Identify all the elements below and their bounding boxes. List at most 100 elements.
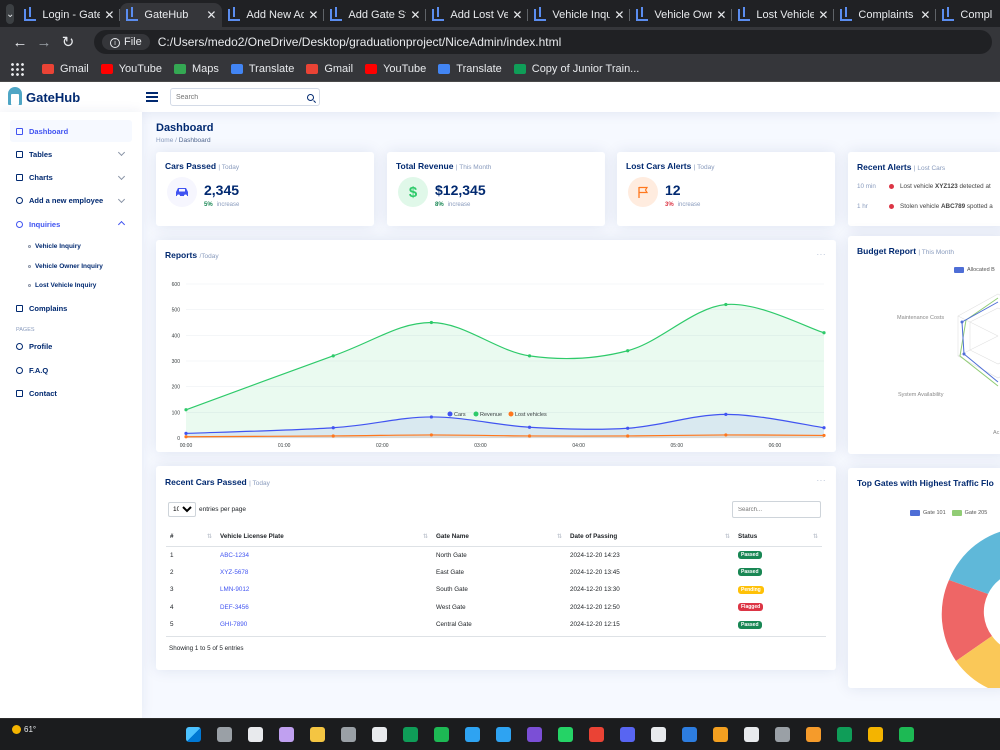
taskbar-app-icon[interactable] [837,727,852,742]
gatehub-favicon-icon [942,7,955,21]
bookmark-item[interactable]: Gmail [42,63,89,75]
browser-tab[interactable]: Add New Admin✕ [222,3,325,27]
sidebar-subitem-lost-vehicle-inquiry[interactable]: Lost Vehicle Inquiry [10,276,132,296]
chevron-down-icon [117,172,126,180]
sun-icon [12,725,21,735]
column-header[interactable]: Date of Passing ⇅ [566,528,734,547]
taskbar-app-icon[interactable] [806,727,821,742]
taskbar-app-icon[interactable] [527,727,542,742]
more-options-icon[interactable]: ··· [816,250,826,259]
bookmark-item[interactable]: Maps [173,63,219,75]
sidebar-item-contact[interactable]: Contact [10,382,132,404]
taskbar-app-icon[interactable] [403,727,418,742]
taskbar-app-icon[interactable] [620,727,635,742]
taskbar-app-icon[interactable] [434,727,449,742]
column-header[interactable]: Status ⇅ [734,528,822,547]
sort-icon: ⇅ [422,534,428,541]
search-icon[interactable] [307,93,314,101]
close-icon[interactable]: ✕ [512,8,523,22]
taskbar-app-icon[interactable] [589,727,604,742]
taskbar-app-icon[interactable] [496,727,511,742]
reload-icon[interactable]: ↻ [61,34,75,51]
plate-link[interactable]: LMN-9012 [220,586,250,594]
close-icon[interactable]: ✕ [920,8,931,22]
browser-tab[interactable]: Lost Vehicle Inquiry✕ [732,3,835,27]
taskbar-app-icon[interactable] [341,727,356,742]
back-icon[interactable]: ← [12,33,28,51]
browser-tab[interactable]: Login - GateHub✕ [18,3,121,27]
plate-link[interactable]: DEF-3456 [220,603,249,611]
taskbar-app-icon[interactable] [682,727,697,742]
header-search[interactable] [170,88,320,106]
bookmark-item[interactable]: Gmail [306,63,353,75]
taskbar-app-icon[interactable] [248,727,263,742]
sidebar-subitem-vehicle-inquiry[interactable]: Vehicle Inquiry [10,236,132,256]
forward-icon[interactable]: → [36,33,52,51]
close-icon[interactable]: ✕ [716,8,727,22]
address-bar[interactable]: i File C:/Users/medo2/OneDrive/Desktop/gr… [94,30,992,54]
bookmark-item[interactable]: YouTube [365,63,426,75]
taskbar-app-icon[interactable] [868,727,883,742]
sidebar-item-profile[interactable]: Profile [10,336,132,358]
close-icon[interactable]: ✕ [818,8,829,22]
browser-tab[interactable]: Add Lost Vehicle✕ [426,3,529,27]
taskbar-app-icon[interactable] [558,727,573,742]
apps-grid-icon[interactable] [10,62,24,76]
flag-icon [16,305,23,313]
search-input[interactable] [176,93,296,101]
taskbar-app-icon[interactable] [713,727,728,742]
taskbar-app-icon[interactable] [744,727,759,742]
close-icon[interactable]: ✕ [410,8,421,22]
entries-select[interactable]: 10 [168,502,196,517]
table-search-input[interactable] [732,501,821,518]
tab-search-button[interactable]: ⌄ [6,4,15,24]
taskbar-app-icon[interactable] [775,727,790,742]
close-icon[interactable]: ✕ [308,8,319,22]
taskbar-app-icon[interactable] [465,727,480,742]
sidebar-item-dashboard[interactable]: Dashboard [10,120,132,142]
site-info-chip[interactable]: i File [102,34,150,50]
sidebar-item-tables[interactable]: Tables [10,143,132,165]
sidebar-item-charts[interactable]: Charts [10,167,132,189]
breadcrumb: Home / Dashboard [156,137,211,144]
close-icon[interactable]: ✕ [104,8,115,22]
taskbar-app-icon[interactable] [651,727,666,742]
logo[interactable]: GateHub [8,87,146,107]
browser-tab[interactable]: Vehicle Inquiry✕ [528,3,631,27]
browser-tab[interactable]: Vehicle Owner✕ [630,3,733,27]
column-header[interactable]: Vehicle License Plate ⇅ [216,528,432,547]
browser-tab[interactable]: Complaints ✕ [834,3,937,27]
taskbar-app-icon[interactable] [217,727,232,742]
weather-widget[interactable]: 61° [12,725,36,735]
plate-link[interactable]: XYZ-5678 [220,568,249,576]
bookmark-item[interactable]: YouTube [100,63,162,75]
legend-marker [447,411,453,417]
sidebar-item-add-employee[interactable]: Add a new employee [10,190,132,212]
taskbar-app-icon[interactable] [372,727,387,742]
taskbar-app-icon[interactable] [310,727,325,742]
bookmark-item[interactable]: Translate [438,63,502,75]
close-icon[interactable]: ✕ [206,8,217,22]
windows-start-icon[interactable] [186,727,201,742]
plate-link[interactable]: ABC-1234 [220,551,250,559]
sidebar-item-faq[interactable]: F.A.Q [10,359,132,381]
browser-tab[interactable]: Add Gate Staff✕ [324,3,427,27]
column-header[interactable]: Gate Name ⇅ [432,528,566,547]
breadcrumb-home[interactable]: Home [156,137,174,144]
browser-tab[interactable]: GateHub ✕ [120,3,223,27]
top-gates-card: Top Gates with Highest Traffic Flo Gate … [848,468,1000,688]
column-header[interactable]: # ⇅ [166,528,216,547]
sidebar-subitem-vehicle-owner-inquiry[interactable]: Vehicle Owner Inquiry [10,256,132,276]
gatehub-favicon-icon [126,7,139,21]
bookmark-item[interactable]: Copy of Junior Train... [513,63,639,75]
taskbar-app-icon[interactable] [279,727,294,742]
sidebar-item-inquiries[interactable]: Inquiries [10,213,132,235]
menu-toggle-icon[interactable] [146,92,158,102]
taskbar-app-icon[interactable] [899,727,914,742]
bookmark-item[interactable]: Translate [230,63,294,75]
more-options-icon[interactable]: ··· [816,476,826,485]
browser-tab[interactable]: Compl✕ [936,3,1000,27]
plate-link[interactable]: GHI-7890 [220,621,248,629]
close-icon[interactable]: ✕ [614,8,625,22]
sidebar-item-complains[interactable]: Complains [10,298,132,320]
